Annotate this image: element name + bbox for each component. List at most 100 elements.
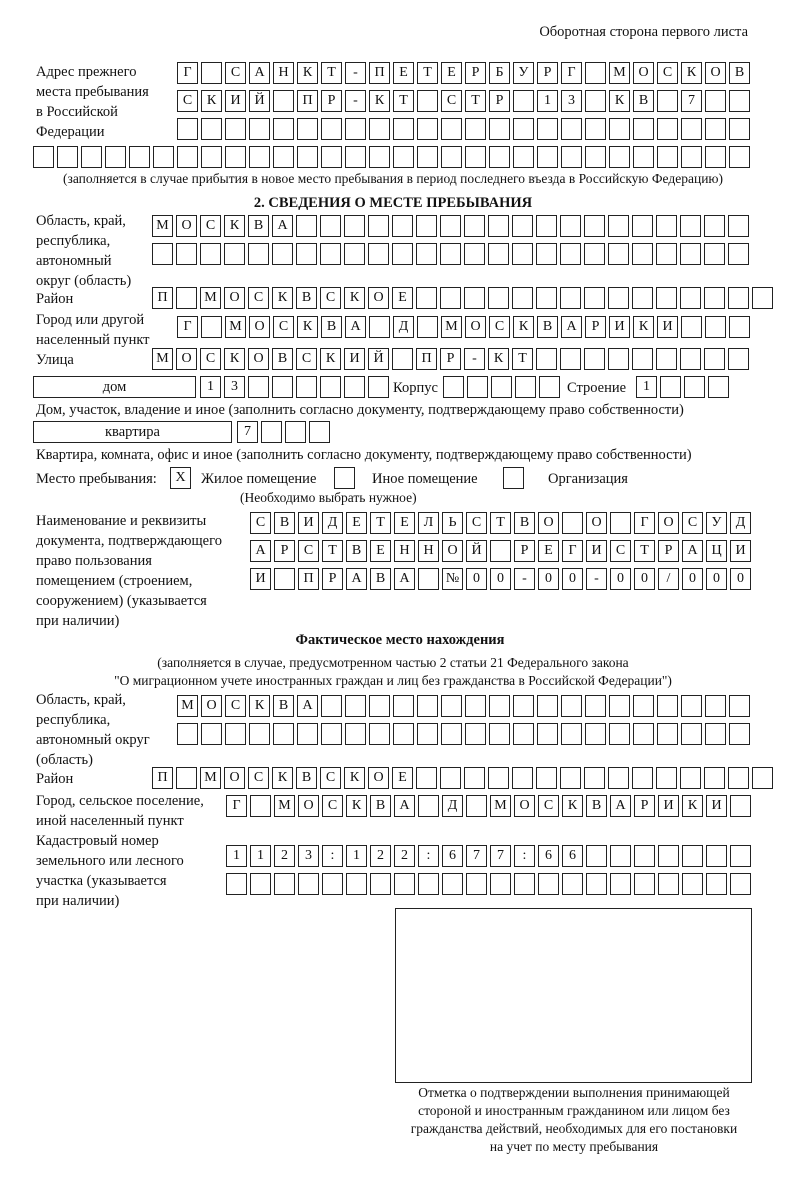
char-cell[interactable]	[680, 215, 701, 237]
char-cell[interactable]: Н	[418, 540, 439, 562]
char-cell[interactable]: Р	[585, 316, 606, 338]
char-cell[interactable]: С	[296, 348, 317, 370]
stay-checkbox-organization[interactable]	[503, 467, 524, 489]
char-cell[interactable]	[633, 695, 654, 717]
char-cell[interactable]: С	[538, 795, 559, 817]
char-cell[interactable]: У	[706, 512, 727, 534]
char-cell[interactable]	[440, 767, 461, 789]
char-cell[interactable]	[512, 215, 533, 237]
char-cell[interactable]	[513, 723, 534, 745]
char-cell[interactable]: 0	[730, 568, 751, 590]
char-cell[interactable]: 3	[298, 845, 319, 867]
char-cell[interactable]	[656, 348, 677, 370]
char-cell[interactable]: 0	[466, 568, 487, 590]
char-cell[interactable]: С	[225, 62, 246, 84]
char-cell[interactable]	[344, 243, 365, 265]
char-cell[interactable]	[634, 873, 655, 895]
char-cell[interactable]	[656, 215, 677, 237]
char-cell[interactable]	[584, 287, 605, 309]
char-cell[interactable]	[417, 118, 438, 140]
char-cell[interactable]: С	[200, 215, 221, 237]
char-cell[interactable]: Р	[321, 90, 342, 112]
char-cell[interactable]: П	[152, 287, 173, 309]
char-cell[interactable]: Е	[346, 512, 367, 534]
char-cell[interactable]	[466, 795, 487, 817]
char-cell[interactable]: М	[609, 62, 630, 84]
char-cell[interactable]	[610, 845, 631, 867]
char-cell[interactable]	[369, 695, 390, 717]
char-cell[interactable]: О	[633, 62, 654, 84]
char-cell[interactable]: В	[272, 348, 293, 370]
char-cell[interactable]	[490, 540, 511, 562]
char-cell[interactable]	[321, 118, 342, 140]
char-cell[interactable]	[608, 243, 629, 265]
char-cell[interactable]	[537, 146, 558, 168]
char-cell[interactable]	[489, 695, 510, 717]
char-cell[interactable]	[464, 243, 485, 265]
char-cell[interactable]: В	[370, 568, 391, 590]
char-cell[interactable]: М	[225, 316, 246, 338]
char-cell[interactable]	[176, 287, 197, 309]
char-cell[interactable]	[610, 512, 631, 534]
char-cell[interactable]	[344, 215, 365, 237]
char-cell[interactable]	[392, 215, 413, 237]
char-cell[interactable]: В	[370, 795, 391, 817]
char-cell[interactable]: С	[657, 62, 678, 84]
char-cell[interactable]	[609, 146, 630, 168]
char-cell[interactable]: 7	[237, 421, 258, 443]
char-cell[interactable]: -	[586, 568, 607, 590]
char-cell[interactable]: В	[537, 316, 558, 338]
char-cell[interactable]: С	[200, 348, 221, 370]
char-cell[interactable]	[658, 873, 679, 895]
char-cell[interactable]: Г	[561, 62, 582, 84]
char-cell[interactable]: 2	[370, 845, 391, 867]
char-cell[interactable]	[285, 421, 306, 443]
char-cell[interactable]	[537, 723, 558, 745]
char-cell[interactable]	[393, 118, 414, 140]
char-cell[interactable]	[273, 118, 294, 140]
char-cell[interactable]	[684, 376, 705, 398]
char-cell[interactable]: П	[297, 90, 318, 112]
char-cell[interactable]: Е	[441, 62, 462, 84]
char-cell[interactable]: Д	[393, 316, 414, 338]
char-cell[interactable]	[225, 723, 246, 745]
char-cell[interactable]: Р	[489, 90, 510, 112]
char-cell[interactable]: И	[706, 795, 727, 817]
char-cell[interactable]	[585, 723, 606, 745]
char-cell[interactable]	[584, 215, 605, 237]
char-cell[interactable]	[416, 767, 437, 789]
char-cell[interactable]	[416, 287, 437, 309]
char-cell[interactable]	[728, 287, 749, 309]
char-cell[interactable]: Н	[394, 540, 415, 562]
char-cell[interactable]: 1	[537, 90, 558, 112]
char-cell[interactable]: И	[657, 316, 678, 338]
char-cell[interactable]: А	[682, 540, 703, 562]
char-cell[interactable]: 0	[490, 568, 511, 590]
char-cell[interactable]	[633, 723, 654, 745]
char-cell[interactable]	[512, 767, 533, 789]
char-cell[interactable]: Е	[392, 767, 413, 789]
char-cell[interactable]	[561, 723, 582, 745]
char-cell[interactable]	[274, 568, 295, 590]
char-cell[interactable]	[680, 243, 701, 265]
char-cell[interactable]	[488, 767, 509, 789]
char-cell[interactable]	[536, 215, 557, 237]
char-cell[interactable]: С	[320, 287, 341, 309]
char-cell[interactable]	[537, 118, 558, 140]
char-cell[interactable]	[560, 287, 581, 309]
char-cell[interactable]: 7	[490, 845, 511, 867]
char-cell[interactable]	[441, 695, 462, 717]
char-cell[interactable]: Е	[538, 540, 559, 562]
char-cell[interactable]	[705, 118, 726, 140]
char-cell[interactable]: С	[298, 540, 319, 562]
char-cell[interactable]	[681, 146, 702, 168]
char-cell[interactable]	[296, 243, 317, 265]
char-cell[interactable]: И	[586, 540, 607, 562]
char-cell[interactable]	[634, 845, 655, 867]
char-cell[interactable]	[369, 316, 390, 338]
char-cell[interactable]: М	[152, 215, 173, 237]
char-cell[interactable]: С	[322, 795, 343, 817]
char-cell[interactable]: К	[224, 348, 245, 370]
char-cell[interactable]	[201, 723, 222, 745]
char-cell[interactable]: Й	[249, 90, 270, 112]
